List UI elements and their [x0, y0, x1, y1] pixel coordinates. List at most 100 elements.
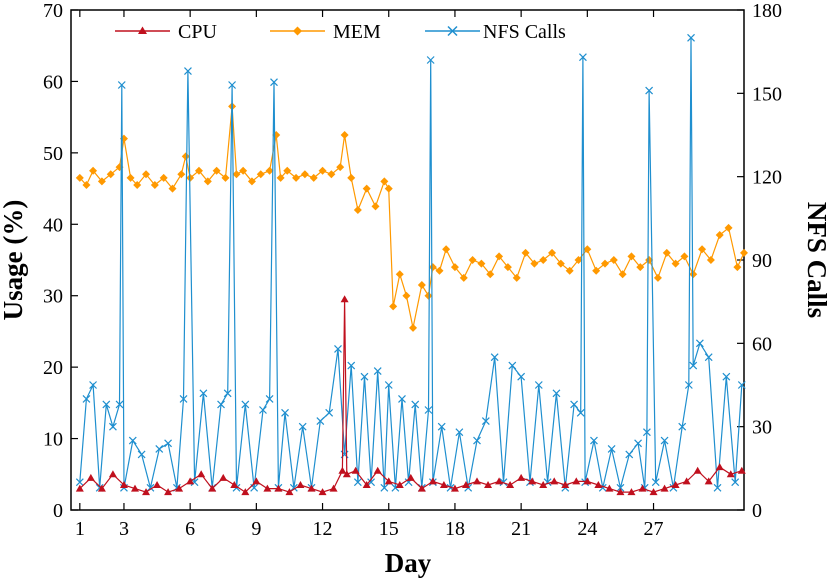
data-point [334, 344, 342, 353]
x-tick-label: 9 [251, 518, 261, 540]
data-point [733, 263, 742, 272]
data-point [506, 481, 515, 488]
data-point [97, 484, 106, 492]
series-line [79, 106, 745, 329]
data-point [82, 181, 91, 189]
data-point [75, 478, 84, 487]
data-point [241, 488, 250, 496]
data-point [713, 483, 722, 492]
data-point [687, 33, 695, 42]
data-point [609, 256, 618, 264]
data-point [395, 481, 404, 488]
data-point [340, 131, 349, 139]
data-point [411, 400, 420, 409]
data-point [142, 488, 151, 496]
data-point [342, 470, 351, 478]
data-point [424, 406, 433, 414]
data-point [177, 170, 186, 179]
data-point [208, 484, 217, 492]
data-point [417, 281, 426, 289]
data-point [600, 259, 609, 268]
data-point [528, 477, 537, 485]
data-point [704, 477, 713, 485]
data-point [108, 470, 117, 478]
data-point [395, 270, 404, 279]
data-point [247, 177, 256, 186]
data-point [186, 477, 195, 485]
data-point [565, 266, 574, 275]
y-tick-label-left: 30 [43, 286, 63, 308]
data-point [298, 422, 307, 431]
data-point [389, 302, 398, 311]
data-point [212, 166, 221, 175]
data-point [153, 481, 162, 488]
y-tick-label-right: 180 [752, 0, 782, 22]
data-point [316, 417, 325, 426]
data-point [428, 263, 437, 272]
y-axis-left-title: Usage (%) [0, 200, 28, 321]
data-point [442, 245, 451, 254]
data-point [168, 184, 177, 193]
x-tick-label: 21 [511, 518, 531, 540]
data-point [164, 439, 173, 448]
data-point [625, 450, 634, 459]
data-point [653, 273, 662, 282]
x-tick-label: 18 [445, 518, 465, 540]
data-point [517, 372, 526, 381]
data-point [164, 488, 173, 496]
data-point [642, 428, 651, 437]
data-point [106, 170, 115, 179]
y-tick-label-left: 20 [43, 357, 63, 379]
x-axis-title: Day [385, 548, 432, 578]
data-point [252, 477, 261, 485]
data-point [263, 484, 272, 492]
data-point [239, 166, 248, 175]
data-point [338, 466, 347, 474]
data-point [517, 473, 526, 481]
data-point [450, 484, 459, 492]
data-point [616, 488, 625, 496]
data-point [283, 166, 292, 175]
data-point [274, 484, 283, 492]
data-point [128, 436, 137, 445]
y-tick-label-right: 60 [752, 333, 772, 355]
data-point [329, 484, 338, 492]
data-point [495, 252, 504, 261]
data-point [159, 173, 168, 182]
data-point [508, 361, 517, 370]
data-point [203, 177, 212, 186]
data-point [561, 481, 570, 488]
data-point [130, 484, 139, 492]
data-point [678, 422, 687, 431]
y-tick-label-right: 30 [752, 417, 772, 439]
data-point [219, 473, 228, 481]
x-tick-label: 1 [75, 518, 85, 540]
data-point [347, 173, 356, 182]
data-point [327, 170, 336, 179]
data-point [634, 439, 643, 448]
data-point [660, 436, 669, 445]
legend-cpu-marker [138, 26, 147, 34]
data-point [380, 177, 389, 186]
data-point [373, 466, 382, 474]
data-point [228, 81, 237, 89]
data-point [468, 256, 477, 264]
data-point [539, 481, 548, 488]
data-point [521, 248, 530, 257]
data-point [503, 263, 512, 272]
data-point [737, 381, 746, 389]
data-point [223, 389, 232, 398]
data-point [574, 256, 583, 264]
data-point [548, 248, 557, 257]
data-point [484, 481, 493, 488]
data-point [695, 339, 704, 348]
y-tick-label-left: 0 [53, 500, 63, 522]
data-point [689, 270, 698, 279]
data-point [351, 466, 360, 474]
data-point [722, 372, 731, 381]
series-layer [75, 33, 748, 496]
legend-mem-marker [293, 26, 302, 36]
data-point [556, 259, 565, 268]
data-point [97, 177, 106, 186]
data-point [86, 473, 95, 481]
